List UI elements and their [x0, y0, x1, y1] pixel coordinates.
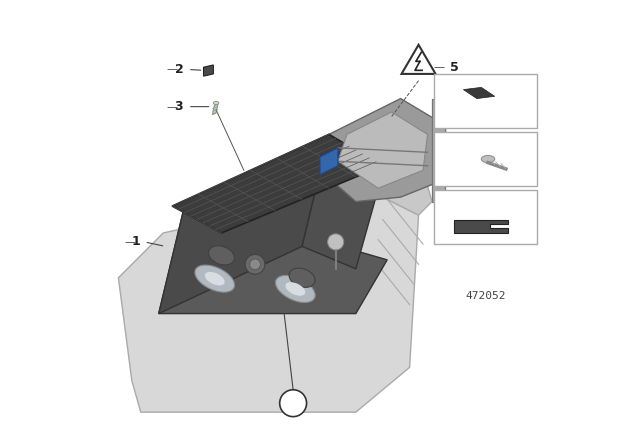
Polygon shape — [432, 99, 445, 202]
Text: 5: 5 — [450, 60, 459, 74]
Text: —: — — [166, 65, 178, 74]
Ellipse shape — [285, 282, 305, 296]
Text: —: — — [433, 62, 444, 72]
Polygon shape — [320, 99, 445, 202]
Text: 4: 4 — [445, 144, 453, 158]
Polygon shape — [454, 220, 508, 233]
Polygon shape — [172, 134, 383, 233]
Circle shape — [250, 259, 260, 270]
Text: —: — — [124, 237, 135, 247]
Polygon shape — [204, 65, 213, 76]
Text: 6: 6 — [445, 84, 453, 98]
Ellipse shape — [195, 265, 235, 292]
FancyBboxPatch shape — [435, 132, 538, 186]
Polygon shape — [320, 148, 338, 175]
Polygon shape — [365, 157, 432, 215]
Ellipse shape — [275, 276, 316, 302]
Text: —: — — [166, 102, 178, 112]
Polygon shape — [302, 134, 387, 269]
FancyBboxPatch shape — [435, 74, 538, 128]
Polygon shape — [118, 188, 419, 412]
Text: 2: 2 — [175, 63, 183, 76]
Text: 3: 3 — [175, 100, 183, 113]
Text: 472052: 472052 — [465, 291, 506, 301]
Ellipse shape — [209, 246, 234, 265]
Text: 4: 4 — [289, 396, 298, 410]
Ellipse shape — [481, 155, 495, 163]
Polygon shape — [338, 112, 428, 188]
Polygon shape — [159, 134, 329, 314]
FancyBboxPatch shape — [435, 190, 538, 244]
Ellipse shape — [289, 268, 315, 287]
Polygon shape — [463, 87, 495, 99]
Polygon shape — [159, 202, 387, 314]
Circle shape — [245, 254, 265, 274]
Circle shape — [280, 390, 307, 417]
Polygon shape — [212, 104, 218, 115]
Text: 1: 1 — [132, 235, 141, 249]
Polygon shape — [401, 45, 436, 74]
Circle shape — [328, 234, 344, 250]
Ellipse shape — [205, 272, 225, 285]
Ellipse shape — [213, 102, 219, 104]
